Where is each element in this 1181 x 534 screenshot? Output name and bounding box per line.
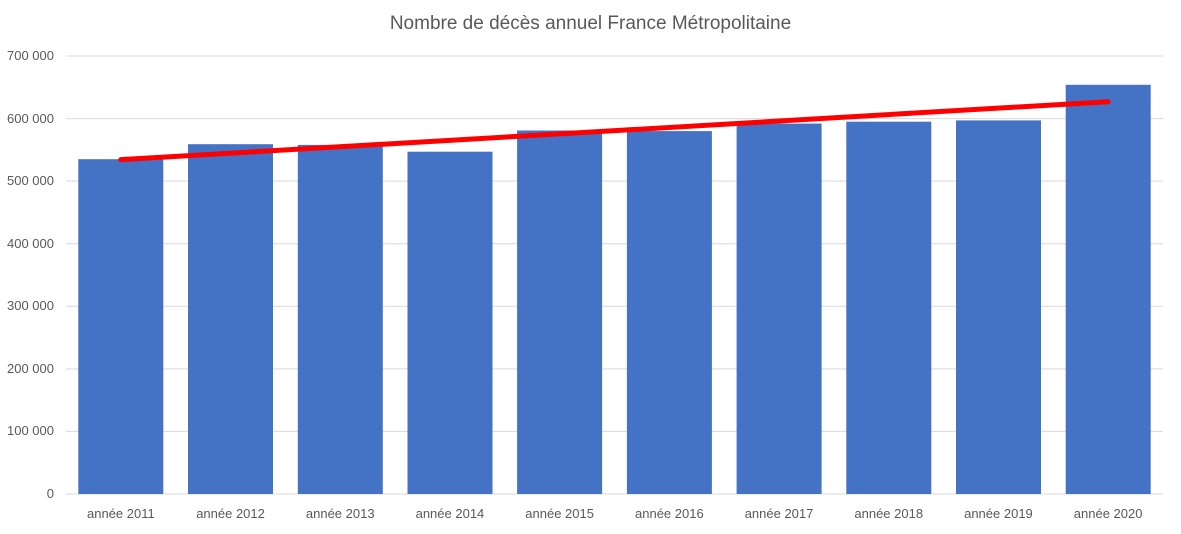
x-tick-label: année 2013 bbox=[305, 506, 375, 521]
y-tick-label: 600 000 bbox=[7, 110, 54, 126]
trendline bbox=[118, 99, 1111, 163]
y-tick-label: 0 bbox=[46, 486, 54, 501]
bar-année-2018 bbox=[846, 121, 932, 494]
bar-année-2016 bbox=[626, 131, 712, 494]
y-tick-label: 400 000 bbox=[7, 235, 54, 251]
x-tick-label: année 2016 bbox=[635, 506, 704, 521]
chart-title: Nombre de décès annuel France Métropolit… bbox=[389, 13, 792, 34]
y-tick-label: 500 000 bbox=[7, 173, 54, 189]
x-tick-label: année 2019 bbox=[964, 506, 1033, 521]
x-tick-label: année 2012 bbox=[196, 506, 265, 521]
bar-année-2013 bbox=[297, 144, 383, 494]
bar-année-2012 bbox=[188, 144, 273, 494]
bar-année-2011 bbox=[78, 159, 164, 494]
x-tick-label: année 2015 bbox=[525, 506, 594, 521]
x-tick-label: année 2017 bbox=[744, 506, 814, 521]
y-tick-label: 100 000 bbox=[7, 423, 54, 439]
y-tick-label: 700 000 bbox=[7, 48, 54, 63]
bar-année-2017 bbox=[736, 123, 822, 494]
y-tick-label: 200 000 bbox=[7, 360, 54, 376]
x-tick-label: année 2014 bbox=[415, 506, 485, 521]
bar-année-2020 bbox=[1065, 84, 1151, 495]
y-tick-label: 300 000 bbox=[7, 298, 54, 314]
x-tick-label: année 2018 bbox=[854, 506, 924, 521]
x-tick-label: année 2011 bbox=[86, 506, 155, 521]
bar-année-2019 bbox=[956, 120, 1041, 495]
x-tick-label: année 2020 bbox=[1073, 506, 1143, 521]
bar-année-2015 bbox=[517, 130, 603, 494]
bar-année-2014 bbox=[407, 151, 493, 494]
